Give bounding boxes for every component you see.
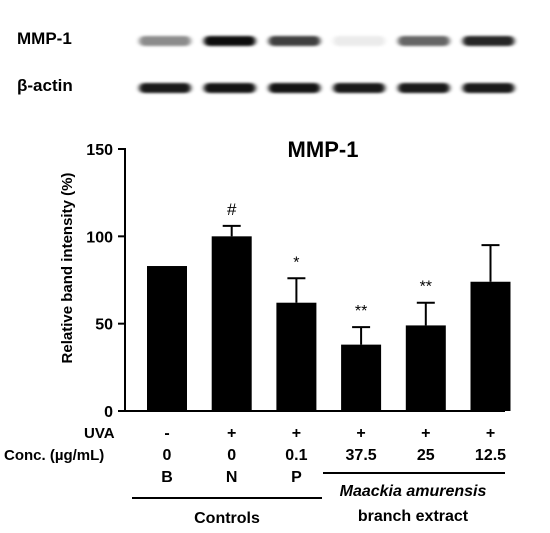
chart-title: MMP-1 [288,137,359,162]
bar [276,302,317,411]
blot-band [139,83,191,93]
blot-band [462,83,515,93]
blot-band [268,83,321,93]
blot-label-beta-actin: β-actin [17,76,73,95]
bar [211,236,252,411]
blot-band [397,36,450,46]
bar [405,325,446,411]
uva-cell: + [292,425,301,442]
bar [341,344,382,411]
uva-cell: + [421,425,430,442]
significance-mark: ** [420,279,432,296]
bar [470,281,511,411]
group-letter: P [291,469,302,486]
y-tick-label: 150 [86,142,113,159]
y-axis-ticks: 0 50 100 150 [86,142,125,421]
blot-band [333,36,386,46]
blot-bands [139,36,515,93]
uva-row-label: UVA [84,425,115,442]
blot-label-mmp1: MMP-1 [17,29,72,48]
western-blot-panel: MMP-1 β-actin [17,29,515,95]
conc-cell: 25 [417,447,435,464]
group-letter: N [226,469,238,486]
significance-mark: * [293,254,299,271]
blot-band [268,36,321,46]
condition-cells: - 0 B +0 N +0.1 P +37.5 +25 +12.5 [161,425,506,486]
conc-cell: 37.5 [346,447,377,464]
conc-cell: 0 [227,447,236,464]
group-labels: Controls Maackia amurensis branch extrac… [132,472,505,527]
conc-cell: 12.5 [475,447,506,464]
conc-row-label: Conc. (µg/mL) [4,447,104,464]
conc-cell: 0.1 [285,447,307,464]
extract-label-line2: branch extract [358,508,469,525]
uva-cell: + [227,425,236,442]
blot-band [397,83,450,93]
controls-label: Controls [194,510,260,527]
extract-label-line1: Maackia amurensis [340,483,487,500]
y-axis-label: Relative band intensity (%) [59,173,76,364]
blot-band [203,36,256,46]
bar [147,266,187,411]
uva-cell: + [356,425,365,442]
condition-table: UVA Conc. (µg/mL) - 0 B +0 N +0.1 P +37.5 +25 +12… [4,425,506,486]
group-letter: B [161,469,173,486]
y-tick-label: 0 [104,404,113,421]
blot-band [333,83,386,93]
blot-band [462,36,515,46]
y-tick-label: 50 [95,317,113,334]
bars: #***** [147,200,511,411]
uva-cell: - [164,425,169,442]
blot-band [139,36,191,46]
conc-cell: 0 [163,447,172,464]
significance-mark: ** [355,303,367,320]
blot-band [203,83,256,93]
y-tick-label: 100 [86,229,113,246]
uva-cell: + [486,425,495,442]
significance-mark: # [227,200,237,219]
bar-chart: MMP-1 Relative band intensity (%) 0 50 100… [59,137,511,421]
